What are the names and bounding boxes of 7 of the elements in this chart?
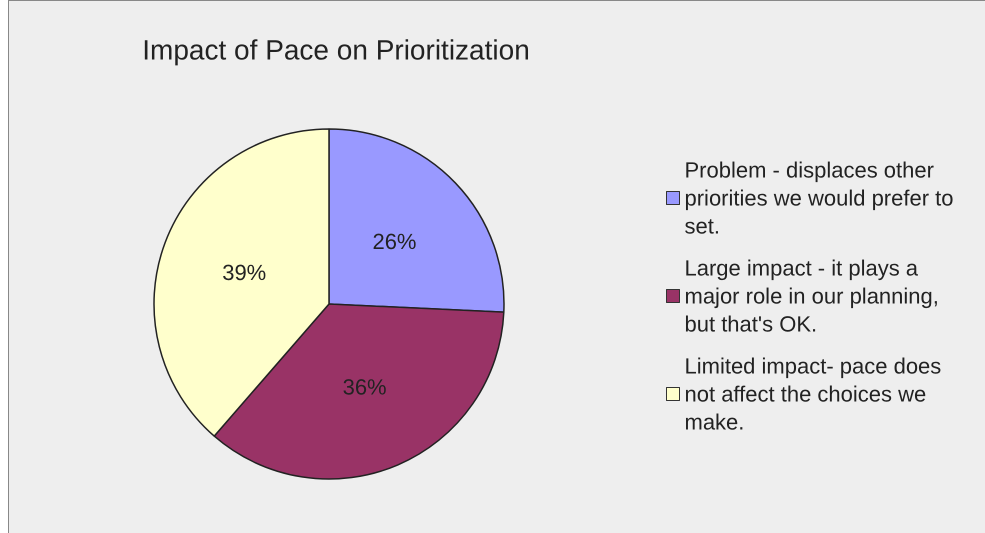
legend-label: Problem - displaces other priorities we would prefer to set. [684, 158, 960, 238]
legend-label: Large impact - it plays a major role in our planning, but that's OK. [684, 256, 945, 336]
data-label: 26% [372, 229, 416, 254]
data-label: 39% [222, 260, 266, 285]
legend-label: Limited impact- pace does not affect the choices we make. [684, 354, 948, 434]
chart-title: Impact of Pace on Prioritization [142, 34, 530, 66]
data-label: 36% [342, 374, 387, 400]
